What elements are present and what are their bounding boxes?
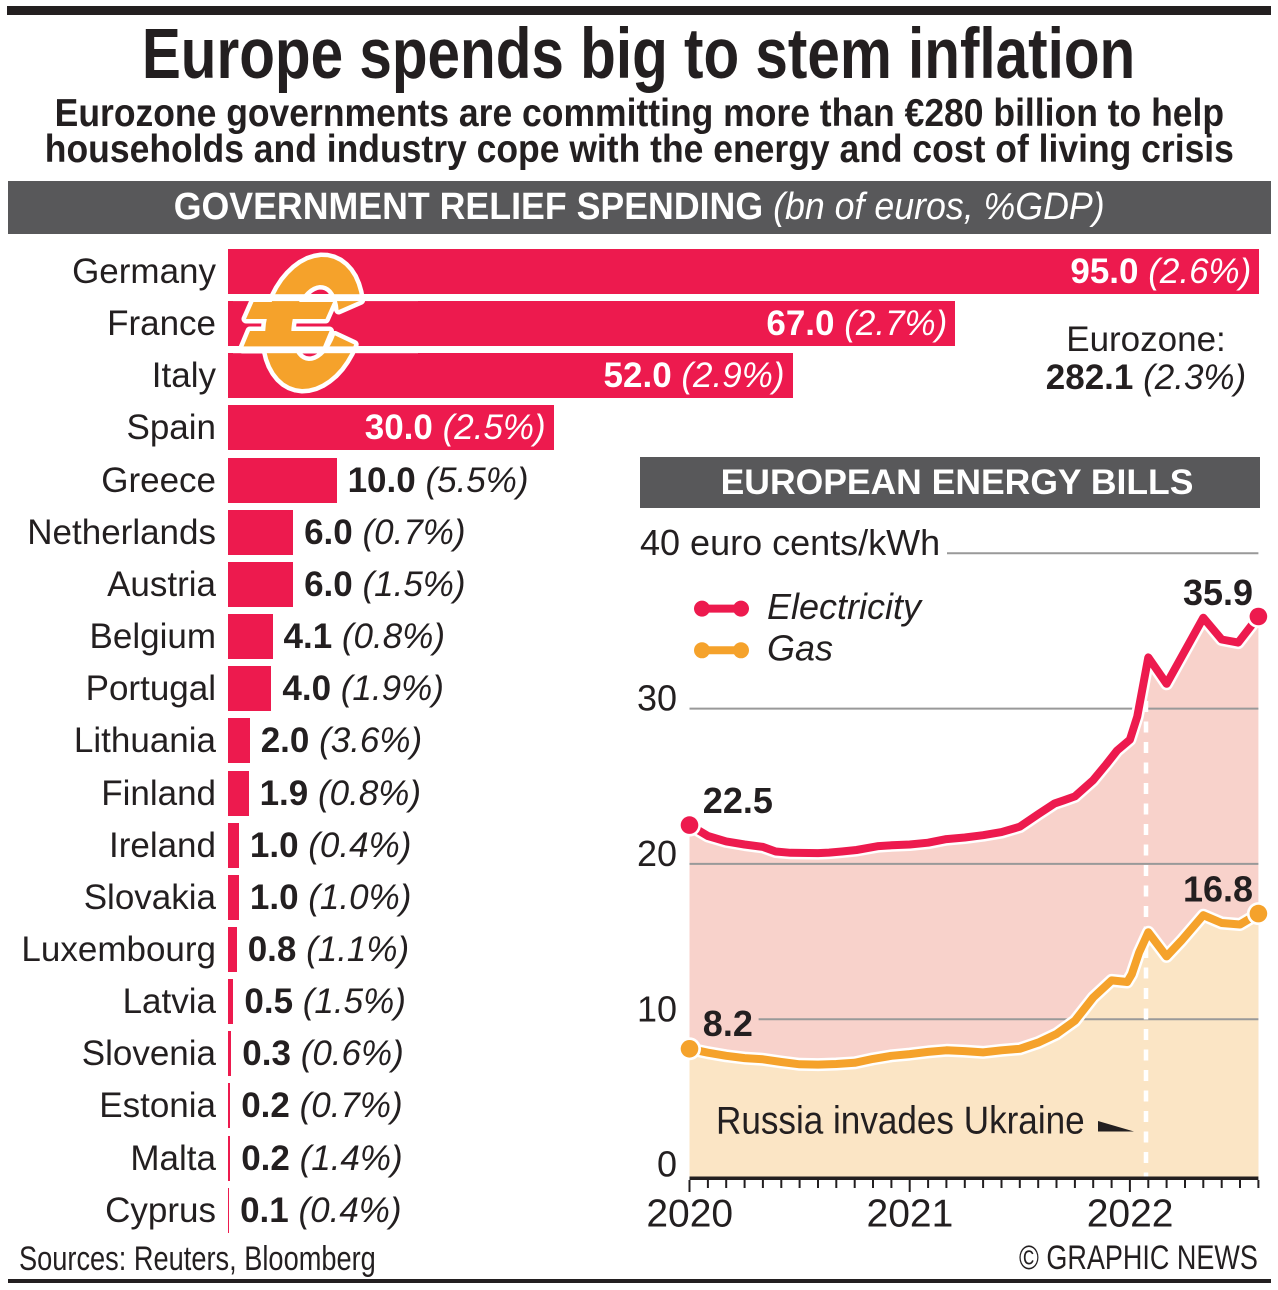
svg-text:Russia invades Ukraine: Russia invades Ukraine	[716, 1098, 1085, 1142]
svg-text:35.9: 35.9	[1183, 572, 1253, 613]
svg-text:0: 0	[657, 1144, 677, 1185]
svg-text:16.8: 16.8	[1183, 869, 1253, 910]
svg-text:20: 20	[637, 833, 677, 874]
svg-text:8.2: 8.2	[703, 1003, 753, 1044]
svg-text:Electricity: Electricity	[767, 586, 923, 627]
svg-text:2021: 2021	[867, 1192, 954, 1235]
svg-text:40 euro cents/kWh: 40 euro cents/kWh	[640, 522, 940, 563]
svg-text:2020: 2020	[646, 1192, 733, 1235]
svg-text:10: 10	[637, 988, 677, 1029]
svg-text:Gas: Gas	[767, 627, 833, 668]
svg-text:2022: 2022	[1087, 1192, 1174, 1235]
svg-text:22.5: 22.5	[703, 780, 773, 821]
svg-text:30: 30	[637, 677, 677, 718]
